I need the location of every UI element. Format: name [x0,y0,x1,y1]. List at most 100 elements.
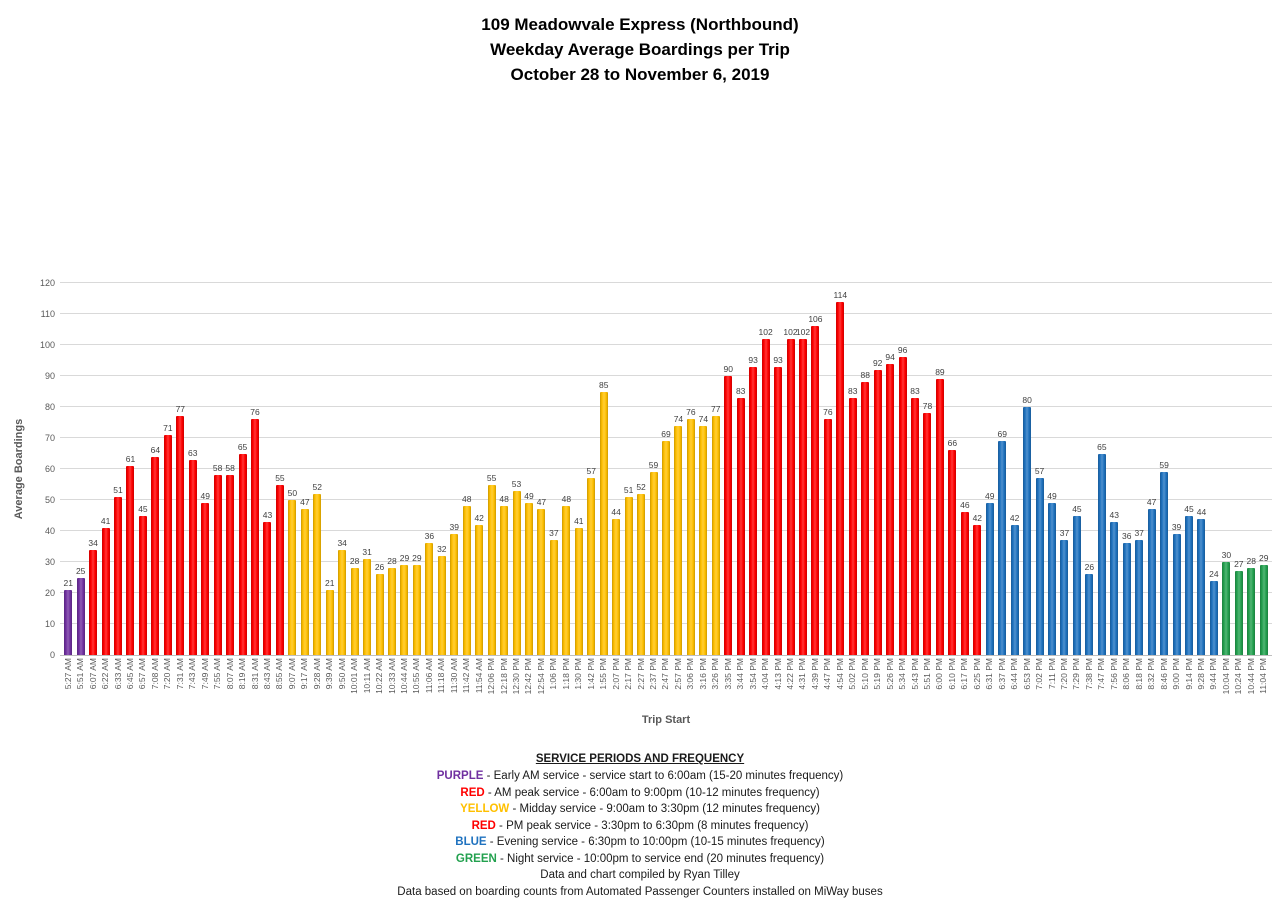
x-tick-slot: 6:25 PM [971,658,983,690]
x-tick-label: 9:44 PM [1208,658,1219,690]
bar-slot: 36 [423,532,435,655]
bar-value-label: 25 [75,565,86,576]
bar-yellow [313,493,322,655]
x-tick-slot: 3:35 PM [722,658,734,690]
y-tick-label: 0 [49,650,55,660]
bar-slot: 28 [1245,557,1257,655]
bar-slot: 59 [647,461,659,655]
bar-slot: 94 [884,352,896,655]
bar-purple [64,589,73,655]
bar-blue [1110,521,1119,655]
bar-yellow [437,555,446,655]
gridline [60,344,1272,345]
x-tick-slot: 3:44 PM [734,658,746,690]
bar-value-label: 37 [1134,528,1144,539]
bar-red [848,397,857,655]
bar-slot: 37 [1058,529,1070,655]
bar-red [201,503,210,655]
x-tick-label: 7:49 AM [199,658,210,690]
x-tick-slot: 9:28 AM [311,658,323,689]
x-tick-slot: 6:44 PM [1008,658,1020,690]
x-tick-label: 7:47 PM [1096,658,1107,690]
bar-red [923,413,932,655]
bar-yellow [699,425,708,655]
legend-entry-text: - Midday service - 9:00am to 3:30pm (12 … [509,803,820,815]
bar-yellow [649,472,658,655]
x-tick-slot: 6:10 PM [946,658,958,690]
x-tick-slot: 8:31 AM [249,658,261,689]
x-tick-label: 1:18 PM [560,658,571,690]
bar-red [213,475,222,655]
bar-slot: 37 [1133,529,1145,655]
bar-value-label: 48 [499,494,509,505]
gridline [60,406,1272,407]
bar-red [275,484,284,655]
x-tick-slot: 2:47 PM [660,658,672,690]
bar-red [761,338,770,655]
x-tick-slot: 10:33 AM [386,658,398,694]
x-tick-slot: 7:49 AM [199,658,211,689]
bar-slot: 74 [672,414,684,655]
x-tick-label: 6:45 AM [124,658,135,690]
bar-slot: 96 [896,346,908,655]
y-tick-label: 60 [44,464,55,474]
bar-blue [1060,540,1069,655]
bar-red [786,338,795,655]
legend-color-word: RED [460,786,485,799]
x-tick-label: 7:43 AM [187,658,198,690]
bar-slot: 114 [834,290,847,655]
bar-red [736,397,745,655]
bar-blue [1209,580,1218,655]
x-tick-label: 7:56 PM [1108,658,1119,690]
bar-slot: 48 [560,495,572,655]
bar-value-label: 29 [399,553,410,564]
bar-value-label: 39 [449,522,459,533]
bar-slot: 55 [485,473,497,655]
bar-blue [1185,515,1193,655]
x-tick-label: 6:17 PM [959,658,970,690]
x-tick-label: 9:17 AM [299,658,310,690]
bar-value-label: 21 [325,577,335,588]
bar-value-label: 58 [212,463,223,474]
x-tick-label: 6:53 PM [1021,658,1032,690]
x-tick-slot: 1:30 PM [573,658,585,690]
legend-entry: RED - PM peak service - 3:30pm to 6:30pm… [0,818,1280,835]
bar-red [886,363,895,655]
bar-slot: 47 [535,498,547,655]
bar-value-label: 31 [362,546,372,557]
x-tick-label: 8:07 AM [224,658,235,690]
bar-slot: 29 [398,554,410,655]
bar-value-label: 55 [275,472,285,483]
x-tick-label: 7:38 PM [1083,658,1094,690]
bar-yellow [288,500,297,655]
bar-slot: 48 [498,495,510,655]
bar-value-label: 58 [225,463,235,474]
bar-slot: 21 [62,578,74,655]
y-tick-label: 120 [39,278,55,288]
bar-slot: 31 [361,546,373,655]
legend-entry: RED - AM peak service - 6:00am to 9:00pm… [0,785,1280,802]
bar-red [948,450,957,655]
bar-value-label: 41 [100,515,111,526]
x-tick-label: 10:44 AM [398,658,409,694]
bar-value-label: 83 [910,385,920,396]
x-tick-label: 3:35 PM [722,658,733,690]
plot-area: 21 25 34 41 51 61 45 64 71 77 63 49 58 58 65 76 43 55 50 47… [60,282,1272,656]
bar-slot: 43 [261,510,273,655]
x-tick-label: 7:29 PM [1071,658,1082,690]
x-tick-slot: 12:06 PM [485,658,497,694]
bar-slot: 76 [822,408,834,655]
x-tick-label: 12:18 PM [498,658,509,695]
y-axis-ticks: 0 10 20 30 40 50 60 70 80 90 100 110 120 [30,278,60,660]
bar-slot: 50 [286,489,298,655]
x-tick-slot: 5:26 PM [884,658,896,690]
x-tick-slot: 6:37 PM [996,658,1008,690]
x-tick-label: 12:06 PM [486,658,497,695]
bar-red [151,456,160,655]
bar-red [238,453,247,655]
bar-yellow [612,518,621,655]
bar-slot: 28 [348,557,360,655]
bar-value-label: 47 [1146,497,1157,508]
bar-slot: 76 [685,408,697,655]
